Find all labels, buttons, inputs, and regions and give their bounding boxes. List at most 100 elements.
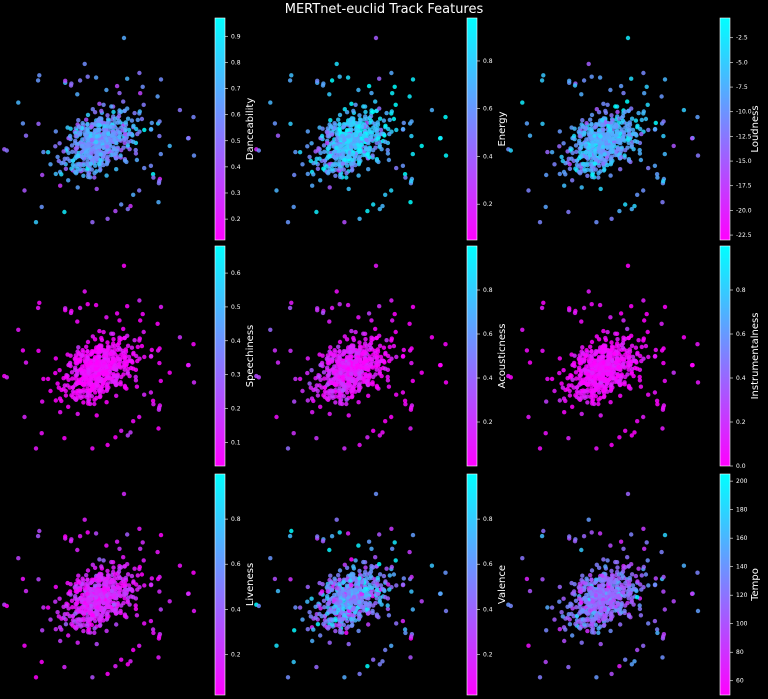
scatter-point xyxy=(589,148,594,153)
scatter-point xyxy=(378,583,384,588)
scatter-point xyxy=(90,384,95,389)
scatter-point xyxy=(114,622,119,627)
scatter-point xyxy=(560,158,565,164)
scatter-point xyxy=(601,161,606,166)
scatter-point xyxy=(385,606,391,612)
scatter-point xyxy=(148,126,154,132)
scatter-point xyxy=(335,608,341,613)
scatter-point xyxy=(66,377,71,382)
scatter-point xyxy=(654,172,660,177)
scatter-point xyxy=(384,110,389,116)
scatter-point xyxy=(589,121,594,127)
scatter-point xyxy=(112,364,117,370)
scatter-point xyxy=(369,361,374,367)
scatter-point xyxy=(75,371,80,377)
scatter-point xyxy=(123,347,128,352)
scatter-point xyxy=(327,411,332,417)
scatter-point xyxy=(646,165,651,171)
scatter-point xyxy=(374,613,380,619)
scatter-point xyxy=(629,106,634,111)
scatter-point xyxy=(66,404,71,409)
scatter-point xyxy=(394,583,399,588)
scatter-point xyxy=(310,410,315,415)
scatter-point xyxy=(48,388,53,394)
scatter-point xyxy=(125,662,130,667)
scatter-point xyxy=(363,147,369,152)
scatter-point xyxy=(127,373,132,379)
scatter-point xyxy=(389,564,394,570)
scatter-point xyxy=(410,532,416,538)
scatter-point xyxy=(297,376,303,382)
scatter-point xyxy=(90,562,96,567)
scatter-point xyxy=(99,139,105,144)
colorbar-tick-label: 0.6 xyxy=(231,112,241,119)
scatter-point xyxy=(80,155,85,160)
scatter-point xyxy=(318,377,323,382)
scatter-point xyxy=(608,382,614,388)
scatter-point xyxy=(63,166,69,171)
scatter-point xyxy=(655,402,660,407)
scatter-point xyxy=(105,576,110,581)
scatter-point xyxy=(616,116,622,122)
scatter-point xyxy=(138,91,143,96)
scatter-point xyxy=(89,364,95,370)
scatter-point xyxy=(368,569,374,574)
scatter-point xyxy=(96,371,102,377)
scatter-point xyxy=(121,326,126,332)
scatter-point xyxy=(353,102,358,108)
colorbar-tick-label: -20.0 xyxy=(736,207,752,214)
scatter-point xyxy=(351,108,356,114)
scatter-point xyxy=(552,388,557,394)
scatter-point xyxy=(80,382,85,387)
scatter-point xyxy=(16,556,21,561)
scatter-point xyxy=(577,397,583,402)
scatter-point xyxy=(629,343,635,348)
scatter-point xyxy=(68,126,73,131)
scatter-point xyxy=(131,419,136,424)
scatter-point xyxy=(520,327,525,332)
scatter-point xyxy=(337,603,342,609)
scatter-point xyxy=(96,573,101,578)
scatter-point xyxy=(330,618,335,623)
scatter-point xyxy=(338,172,343,177)
scatter-point xyxy=(89,394,95,399)
scatter-point xyxy=(82,601,87,606)
scatter-point xyxy=(157,179,162,184)
scatter-point xyxy=(94,186,99,192)
scatter-point xyxy=(131,579,136,584)
scatter-point xyxy=(191,608,197,614)
scatter-point xyxy=(637,151,643,156)
scatter-point xyxy=(104,599,110,605)
scatter-point xyxy=(637,378,643,383)
scatter-point xyxy=(337,577,342,582)
scatter-point xyxy=(407,321,412,326)
scatter-point xyxy=(609,442,614,448)
scatter-point xyxy=(387,131,392,137)
scatter-point xyxy=(117,590,122,595)
scatter-point xyxy=(579,371,584,377)
scatter-point xyxy=(613,133,619,138)
scatter-point xyxy=(358,587,363,592)
scatter-point xyxy=(97,127,102,132)
scatter-point xyxy=(133,147,138,153)
scatter-point xyxy=(20,576,26,582)
scatter-point xyxy=(142,621,147,626)
scatter-point xyxy=(383,419,388,424)
scatter-point xyxy=(135,358,140,364)
scatter-point xyxy=(334,145,339,150)
scatter-point xyxy=(148,618,154,624)
scatter-point xyxy=(98,622,103,628)
scatter-point xyxy=(400,126,406,132)
scatter-point xyxy=(334,517,339,522)
scatter-point xyxy=(641,109,646,114)
scatter-point xyxy=(337,121,342,127)
scatter-point xyxy=(99,108,104,114)
scatter-point xyxy=(68,582,73,587)
scatter-point xyxy=(94,139,99,145)
scatter-point xyxy=(539,78,545,83)
scatter-point xyxy=(96,600,102,605)
scatter-point xyxy=(617,435,622,440)
scatter-point xyxy=(619,375,624,380)
scatter-point xyxy=(409,589,414,594)
